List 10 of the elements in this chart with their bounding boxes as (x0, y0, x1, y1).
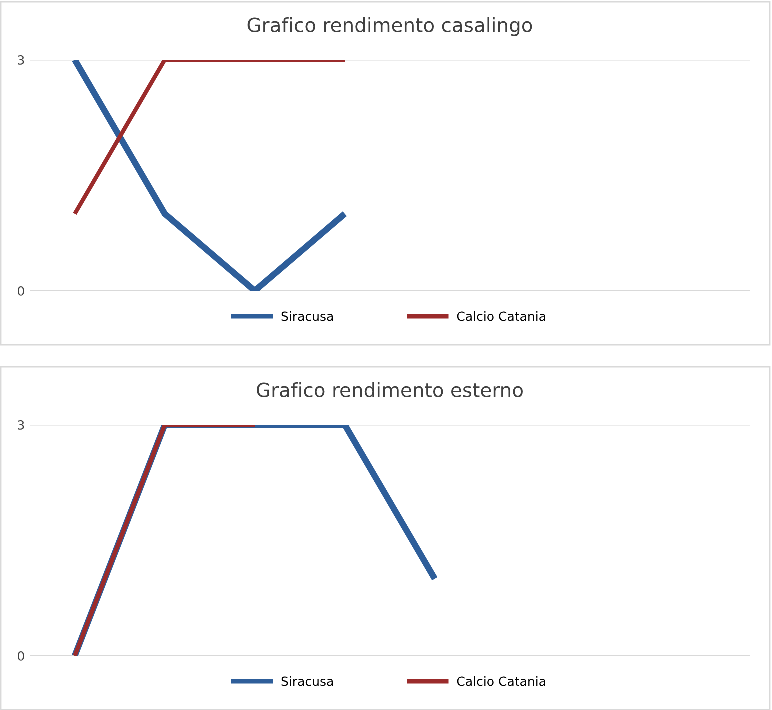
legend-label: Siracusa (282, 676, 334, 686)
y-tick-label: 3 (18, 420, 24, 430)
chart-title: Grafico rendimento esterno (257, 382, 523, 398)
y-tick-label: 0 (18, 651, 24, 661)
y-tick-label: 0 (18, 286, 24, 296)
y-tick-label: 3 (18, 55, 24, 65)
legend-label: Calcio Catania (457, 676, 546, 686)
legend-label: Calcio Catania (457, 311, 546, 322)
legend-label: Siracusa (282, 311, 334, 322)
chart-title: Grafico rendimento casalingo (248, 17, 532, 36)
